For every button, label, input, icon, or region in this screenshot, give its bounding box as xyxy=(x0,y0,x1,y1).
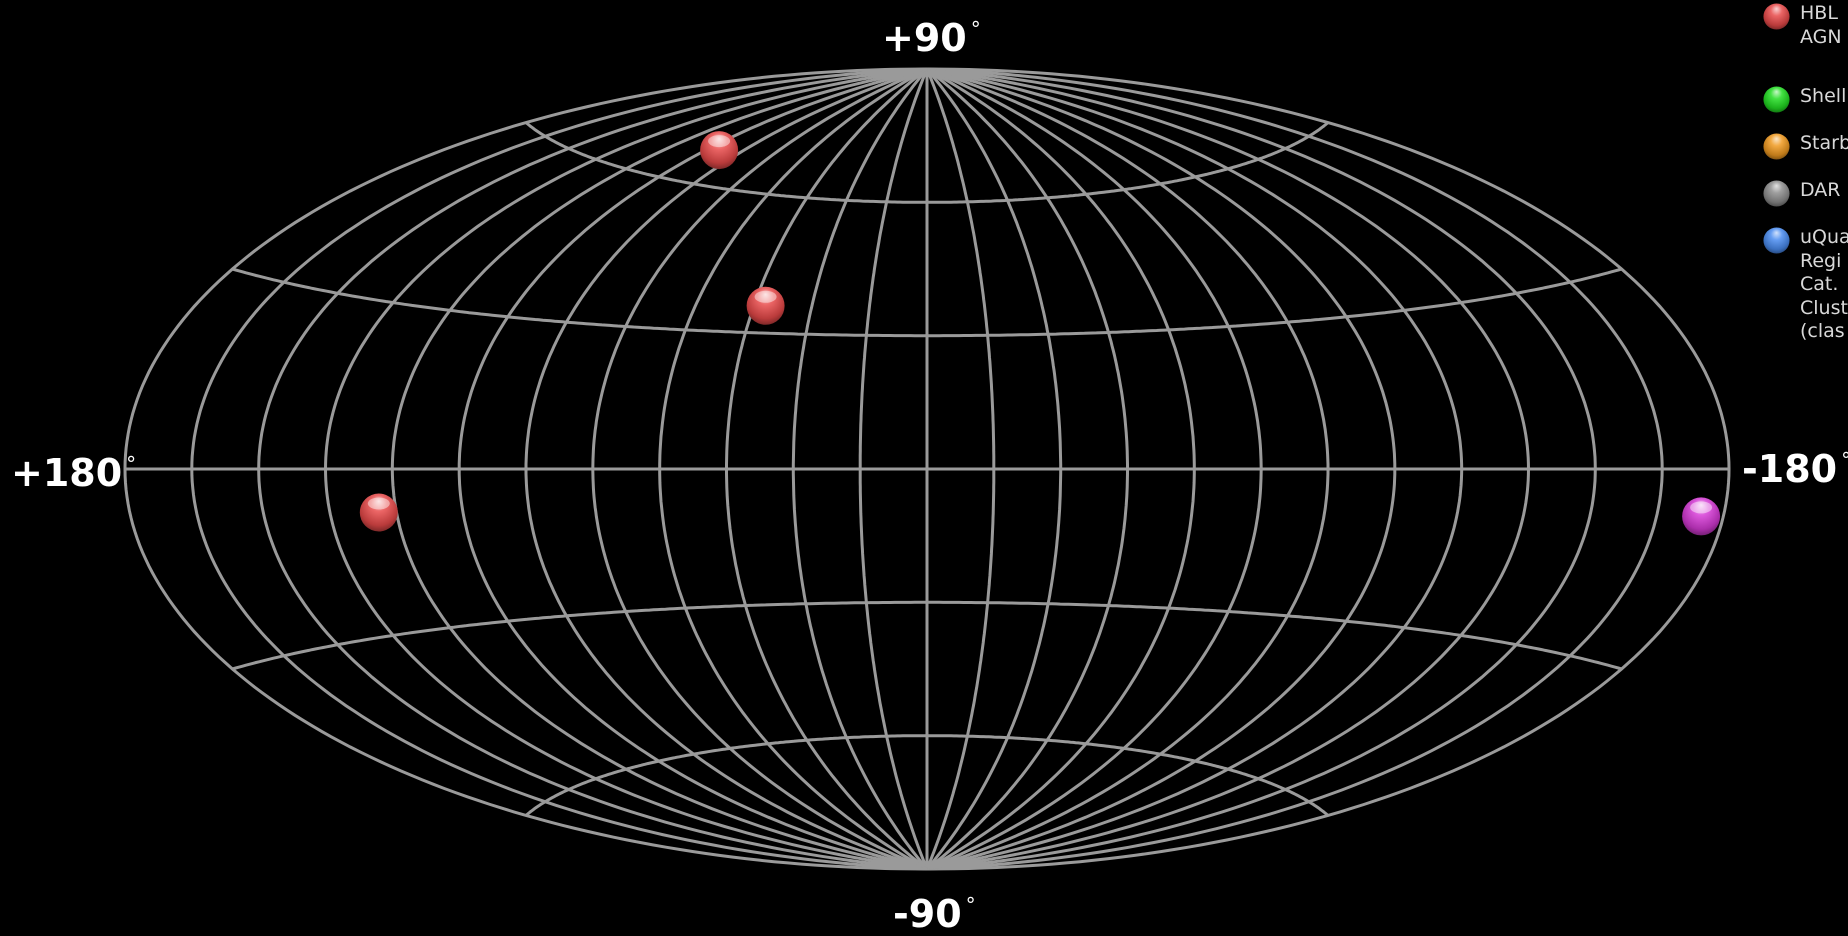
orange-sphere-icon xyxy=(1762,132,1791,161)
legend-label: Starb xyxy=(1800,132,1848,156)
source-marker-highlight xyxy=(368,498,390,510)
legend-label: HBL AGN xyxy=(1800,2,1842,49)
degree-symbol: ° xyxy=(966,893,976,917)
legend-label: Shell xyxy=(1800,85,1846,109)
green-sphere-icon xyxy=(1762,85,1791,114)
source-marker-highlight xyxy=(1690,501,1712,513)
blue-sphere-icon xyxy=(1762,226,1791,255)
degree-symbol: ° xyxy=(971,17,981,41)
gray-sphere-icon xyxy=(1762,179,1791,208)
legend: HBL AGN Shell Starb DAR uQua Regi Cat. C… xyxy=(1762,0,1848,935)
legend-label: DAR xyxy=(1800,179,1841,203)
legend-label: uQua Regi Cat. Clust (clas xyxy=(1800,226,1848,344)
coordinate-grid xyxy=(125,69,1729,869)
source-marker-highlight xyxy=(755,291,777,303)
degree-symbol: ° xyxy=(126,452,136,476)
latitude-label-north: +90 ° xyxy=(882,19,981,57)
red-sphere-icon xyxy=(1762,2,1791,31)
longitude-label-west: +180 ° xyxy=(11,454,136,492)
source-marker-highlight xyxy=(708,135,730,147)
latitude-label-south: -90 ° xyxy=(893,895,976,933)
